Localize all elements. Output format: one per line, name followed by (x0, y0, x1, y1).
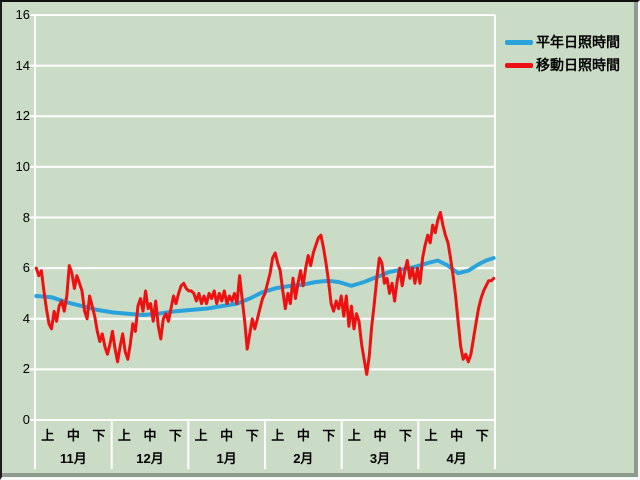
y-tick-label-4: 4 (22, 310, 30, 326)
y-tick-label-2: 2 (22, 361, 30, 377)
y-tick-label-8: 8 (22, 209, 30, 225)
legend-label-idou: 移動日照時間 (536, 57, 620, 73)
decade-label: 下 (92, 428, 106, 443)
month-label: 11月 (59, 451, 87, 466)
month-label: 1月 (216, 451, 237, 466)
decade-label: 中 (66, 428, 80, 443)
decade-label: 上 (41, 428, 55, 443)
y-tick-label-12: 12 (15, 108, 30, 124)
month-label: 3月 (369, 451, 391, 466)
month-label: 4月 (446, 451, 467, 466)
decade-label: 下 (475, 428, 489, 443)
decade-label: 上 (424, 428, 438, 443)
legend-line-swatch-red (505, 62, 533, 68)
month-label: 2月 (293, 451, 314, 466)
decade-label: 下 (245, 428, 259, 443)
y-tick-label-16: 16 (15, 7, 30, 22)
decade-label: 上 (347, 428, 361, 443)
line-heinen-nissho (34, 256, 496, 317)
chart-plot-area (29, 14, 496, 469)
legend-label-heinen: 平年日照時間 (536, 34, 620, 50)
decade-label: 中 (220, 428, 234, 443)
y-tick-label-6: 6 (22, 260, 30, 276)
decade-label: 上 (117, 428, 131, 443)
legend-item-idou: 移動日照時間 (505, 55, 620, 75)
chart-legend: 平年日照時間 移動日照時間 (505, 32, 620, 78)
month-label: 12月 (136, 451, 164, 466)
decade-label: 下 (322, 428, 336, 443)
decade-label: 中 (143, 428, 157, 443)
decade-label: 上 (194, 428, 208, 443)
legend-line-swatch-blue (505, 39, 533, 45)
decade-label: 中 (450, 428, 464, 443)
decade-label: 中 (296, 428, 310, 443)
decade-label: 上 (271, 428, 285, 443)
y-tick-label-10: 10 (15, 158, 30, 174)
legend-item-heinen: 平年日照時間 (505, 32, 620, 52)
y-tick-label-14: 14 (15, 57, 30, 73)
line-idou-nissho (34, 210, 496, 376)
decade-label: 下 (399, 428, 413, 443)
decade-label: 下 (169, 428, 183, 443)
y-tick-label-0: 0 (22, 412, 30, 427)
decade-label: 中 (373, 428, 387, 443)
